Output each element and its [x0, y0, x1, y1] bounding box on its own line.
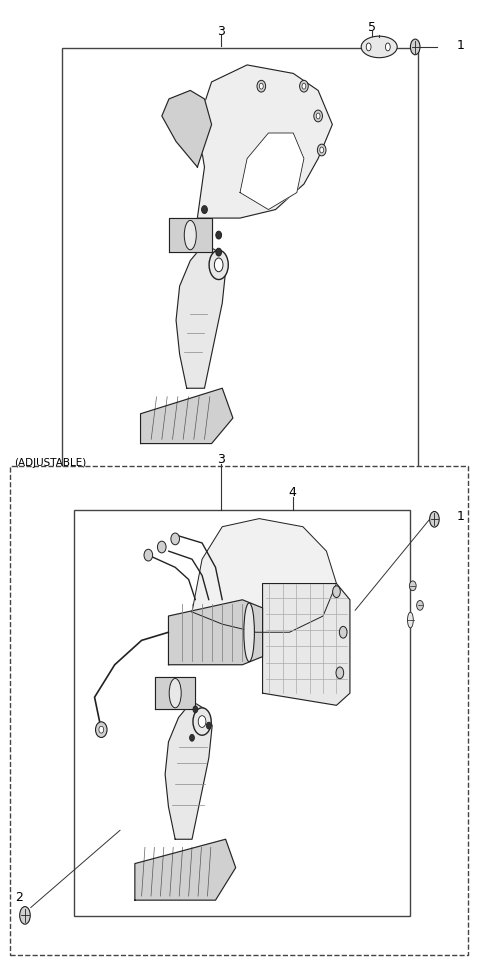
- Polygon shape: [263, 584, 350, 705]
- Ellipse shape: [20, 907, 30, 924]
- Ellipse shape: [302, 84, 306, 90]
- Text: 1: 1: [457, 39, 465, 53]
- Polygon shape: [162, 91, 212, 168]
- Bar: [10, 467, 468, 956]
- Ellipse shape: [209, 251, 228, 280]
- Polygon shape: [135, 839, 236, 900]
- Ellipse shape: [385, 44, 390, 52]
- Ellipse shape: [333, 586, 340, 598]
- Polygon shape: [141, 389, 233, 445]
- Text: 2: 2: [15, 890, 23, 904]
- Text: 3: 3: [217, 452, 225, 466]
- Ellipse shape: [339, 627, 347, 639]
- Ellipse shape: [409, 581, 416, 591]
- Ellipse shape: [316, 114, 320, 120]
- Ellipse shape: [259, 84, 263, 90]
- Ellipse shape: [202, 206, 207, 214]
- Ellipse shape: [366, 44, 371, 52]
- Ellipse shape: [300, 81, 308, 93]
- Polygon shape: [240, 134, 304, 210]
- Polygon shape: [165, 701, 212, 839]
- Ellipse shape: [193, 708, 211, 736]
- Ellipse shape: [171, 533, 180, 545]
- Ellipse shape: [244, 604, 254, 662]
- Ellipse shape: [361, 37, 397, 59]
- Bar: [62, 49, 418, 474]
- Ellipse shape: [408, 613, 413, 628]
- Ellipse shape: [336, 667, 344, 679]
- Ellipse shape: [190, 735, 194, 742]
- Polygon shape: [192, 519, 336, 633]
- Polygon shape: [176, 244, 226, 389]
- Ellipse shape: [184, 221, 196, 250]
- Ellipse shape: [157, 541, 166, 553]
- Ellipse shape: [206, 722, 211, 729]
- Ellipse shape: [314, 111, 323, 123]
- Ellipse shape: [99, 727, 104, 734]
- Ellipse shape: [216, 232, 222, 239]
- Ellipse shape: [144, 550, 153, 562]
- Text: 1: 1: [457, 509, 465, 523]
- Text: 3: 3: [217, 24, 225, 38]
- Ellipse shape: [417, 601, 423, 611]
- Ellipse shape: [169, 679, 181, 708]
- Polygon shape: [168, 600, 263, 665]
- Text: 4: 4: [289, 486, 297, 499]
- Ellipse shape: [320, 148, 324, 153]
- Ellipse shape: [410, 40, 420, 56]
- Text: (ADJUSTABLE): (ADJUSTABLE): [14, 457, 87, 467]
- Ellipse shape: [96, 722, 107, 738]
- Polygon shape: [155, 677, 195, 709]
- Text: 5: 5: [368, 21, 376, 34]
- Polygon shape: [197, 65, 332, 219]
- Ellipse shape: [257, 81, 265, 93]
- Polygon shape: [169, 219, 212, 253]
- Ellipse shape: [317, 145, 326, 156]
- Ellipse shape: [215, 259, 223, 273]
- Bar: [74, 511, 410, 916]
- Ellipse shape: [198, 716, 206, 728]
- Ellipse shape: [430, 512, 439, 528]
- Ellipse shape: [216, 249, 222, 257]
- Ellipse shape: [193, 706, 198, 713]
